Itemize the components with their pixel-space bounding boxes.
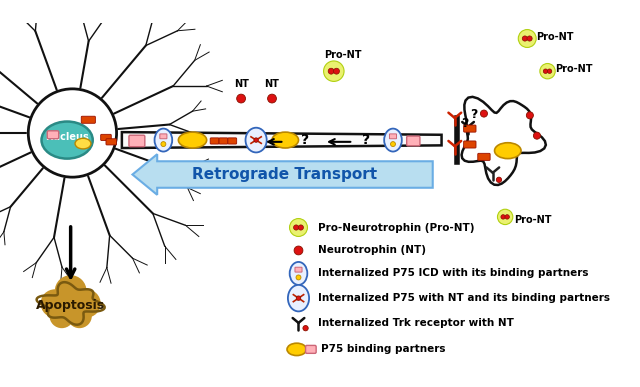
Ellipse shape: [154, 128, 172, 152]
Circle shape: [40, 289, 69, 318]
Circle shape: [324, 61, 344, 81]
Circle shape: [237, 94, 246, 103]
Text: Internalized Trk receptor with NT: Internalized Trk receptor with NT: [318, 318, 514, 328]
Circle shape: [67, 303, 92, 328]
Circle shape: [55, 275, 86, 307]
Ellipse shape: [495, 143, 521, 159]
Text: Apoptosis: Apoptosis: [36, 299, 105, 312]
Text: ?: ?: [470, 108, 477, 121]
Ellipse shape: [179, 132, 207, 148]
FancyBboxPatch shape: [463, 125, 476, 132]
Text: Retrograde Transport: Retrograde Transport: [192, 167, 377, 182]
FancyBboxPatch shape: [406, 136, 420, 146]
Circle shape: [254, 138, 259, 142]
Ellipse shape: [272, 132, 298, 148]
Text: ?: ?: [461, 117, 468, 130]
Text: Pro-NT: Pro-NT: [514, 214, 552, 224]
Text: NT: NT: [234, 79, 248, 89]
FancyBboxPatch shape: [129, 135, 145, 147]
Circle shape: [527, 36, 532, 41]
Polygon shape: [122, 132, 442, 148]
Text: ?: ?: [362, 133, 371, 147]
FancyBboxPatch shape: [81, 116, 95, 123]
Ellipse shape: [288, 285, 309, 312]
Ellipse shape: [42, 122, 93, 159]
FancyBboxPatch shape: [228, 138, 237, 144]
Text: Pro-NT: Pro-NT: [556, 63, 593, 74]
Circle shape: [303, 325, 308, 331]
Text: Nucleus: Nucleus: [45, 132, 89, 142]
Circle shape: [547, 69, 552, 74]
Circle shape: [533, 132, 540, 139]
Circle shape: [522, 36, 527, 41]
FancyBboxPatch shape: [305, 345, 316, 353]
FancyBboxPatch shape: [295, 267, 302, 272]
Circle shape: [518, 29, 536, 48]
Circle shape: [505, 215, 509, 219]
Circle shape: [296, 296, 301, 300]
Ellipse shape: [75, 138, 91, 149]
Circle shape: [60, 295, 81, 316]
FancyBboxPatch shape: [390, 134, 397, 139]
Text: P75 binding partners: P75 binding partners: [321, 344, 446, 354]
Circle shape: [294, 225, 299, 230]
FancyBboxPatch shape: [100, 134, 111, 140]
FancyArrow shape: [132, 154, 433, 195]
Circle shape: [333, 68, 339, 74]
Circle shape: [72, 289, 100, 318]
Text: Pro-NT: Pro-NT: [324, 50, 362, 60]
Text: NT: NT: [264, 79, 280, 89]
Circle shape: [543, 69, 548, 74]
FancyBboxPatch shape: [478, 153, 490, 160]
Text: ?: ?: [301, 133, 308, 147]
FancyBboxPatch shape: [160, 134, 167, 139]
FancyBboxPatch shape: [463, 141, 476, 148]
Text: Pro-NT: Pro-NT: [536, 32, 573, 42]
Ellipse shape: [246, 128, 267, 152]
Circle shape: [526, 112, 533, 119]
Circle shape: [298, 225, 303, 230]
Ellipse shape: [384, 128, 402, 152]
Circle shape: [28, 89, 116, 177]
Text: Internalized P75 with NT and its binding partners: Internalized P75 with NT and its binding…: [318, 293, 610, 303]
Text: Neurotrophin (NT): Neurotrophin (NT): [318, 245, 426, 255]
Polygon shape: [461, 97, 546, 185]
Circle shape: [161, 142, 166, 147]
Text: Internalized P75 ICD with its binding partners: Internalized P75 ICD with its binding pa…: [318, 269, 588, 278]
Circle shape: [390, 142, 396, 147]
Circle shape: [296, 275, 301, 280]
Circle shape: [481, 110, 488, 117]
Circle shape: [328, 68, 334, 74]
Circle shape: [49, 303, 74, 328]
Circle shape: [497, 209, 513, 224]
Circle shape: [294, 246, 303, 255]
Circle shape: [268, 94, 276, 103]
FancyBboxPatch shape: [47, 131, 59, 139]
Ellipse shape: [290, 262, 307, 285]
FancyBboxPatch shape: [210, 138, 219, 144]
Circle shape: [496, 177, 502, 182]
Circle shape: [540, 63, 556, 79]
Circle shape: [289, 219, 307, 236]
FancyBboxPatch shape: [106, 139, 116, 145]
Text: Pro-Neurotrophin (Pro-NT): Pro-Neurotrophin (Pro-NT): [318, 223, 474, 233]
Ellipse shape: [287, 343, 307, 356]
FancyBboxPatch shape: [219, 138, 228, 144]
Circle shape: [501, 215, 506, 219]
